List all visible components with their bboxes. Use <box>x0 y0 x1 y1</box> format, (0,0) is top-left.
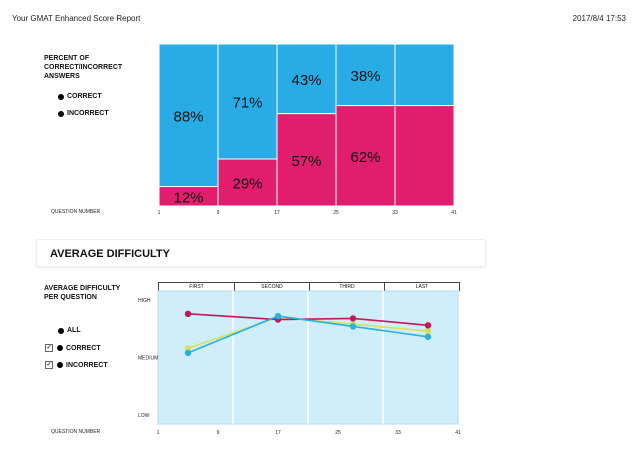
legend-dot-icon <box>58 327 64 334</box>
data-label-correct-0: 88% <box>173 108 203 125</box>
legend-line-correct-label: CORRECT <box>66 344 101 352</box>
legend-all[interactable]: ALL <box>58 327 81 334</box>
series-point-correct-1 <box>274 312 282 320</box>
difficulty-label: AVERAGE DIFFICULTY PER QUESTION <box>44 284 120 302</box>
difficulty-label-line-1: AVERAGE DIFFICULTY <box>44 285 121 292</box>
legend-incorrect[interactable]: INCORRECT <box>58 110 109 117</box>
bar-incorrect-1 <box>217 158 278 207</box>
line-y-tick-2: LOW <box>138 413 150 419</box>
checkbox-correct[interactable]: ✓ <box>45 344 53 352</box>
bar-incorrect-2 <box>276 113 337 207</box>
series-point-correct-0 <box>184 349 192 357</box>
line-y-tick-0: HIGH <box>138 298 151 304</box>
line-x-tick-2: 17 <box>275 430 281 436</box>
legend-incorrect-label: INCORRECT <box>67 110 109 117</box>
series-point-correct-3 <box>424 333 432 340</box>
data-label-incorrect-2: 57% <box>291 153 321 170</box>
legend-correct-label: CORRECT <box>67 93 102 100</box>
bar-incorrect-3 <box>335 105 396 207</box>
bar-correct-0 <box>158 43 219 188</box>
bar-x-tick-2: 17 <box>274 210 280 216</box>
report-title: Your GMAT Enhanced Score Report <box>12 14 141 23</box>
legend-correct[interactable]: CORRECT <box>58 93 102 100</box>
line-x-tick-0: 1 <box>157 430 160 436</box>
checkbox-incorrect[interactable]: ✓ <box>45 361 53 369</box>
section-header-average-difficulty: AVERAGE DIFFICULTY <box>36 239 486 267</box>
legend-all-label: ALL <box>67 327 81 334</box>
percent-bar-chart: 88% 12% 71% 29% 43% 57% 38% 62% 1 9 17 25 33 41 <box>158 43 457 216</box>
bar-correct-3 <box>335 43 396 107</box>
legend-dot-icon <box>58 110 64 117</box>
period-tab-last: LAST <box>384 282 460 291</box>
data-label-correct-3: 38% <box>350 68 380 85</box>
difficulty-label-line-2: PER QUESTION <box>44 294 97 301</box>
bar-x-tick-0: 1 <box>158 210 161 216</box>
data-label-incorrect-0: 12% <box>173 189 203 206</box>
series-point-all-2 <box>349 315 357 322</box>
line-x-tick-4: 33 <box>395 430 401 436</box>
line-x-tick-3: 25 <box>335 430 341 436</box>
bar-x-tick-1: 9 <box>217 210 220 216</box>
data-label-incorrect-3: 62% <box>350 149 380 166</box>
bar-x-tick-3: 25 <box>333 210 339 216</box>
bar-x-tick-4: 33 <box>392 210 398 216</box>
line-chart-marks: HIGH MEDIUM LOW 1 9 17 25 33 41 <box>138 290 461 436</box>
legend-dot-icon <box>57 362 63 368</box>
legend-line-correct[interactable]: ✓ CORRECT <box>45 344 101 352</box>
line-x-tick-5: 41 <box>455 430 461 436</box>
legend-line-incorrect-label: INCORRECT <box>66 361 108 369</box>
line-x-tick-1: 9 <box>217 430 220 436</box>
series-line-correct <box>187 315 429 354</box>
series-point-correct-2 <box>349 323 357 330</box>
legend-dot-icon <box>57 345 63 351</box>
data-label-correct-2: 43% <box>291 72 321 89</box>
bar-incorrect-4 <box>394 105 455 207</box>
section-heading: AVERAGE DIFFICULTY <box>50 248 170 260</box>
percent-label-line-1: PERCENT OF <box>44 55 90 62</box>
percent-label-line-3: ANSWERS <box>44 73 80 80</box>
data-label-correct-1: 71% <box>232 95 262 112</box>
report-datetime: 2017/8/4 17:53 <box>572 14 626 23</box>
percent-label-line-2: CORRECT/INCORRECT <box>44 64 123 71</box>
bar-x-tick-5: 41 <box>451 210 457 216</box>
series-point-incorrect-0 <box>184 345 192 352</box>
series-point-all-3 <box>424 322 432 329</box>
bar-chart-marks: 88% 12% 71% 29% 43% 57% 38% 62% 1 9 17 25 33 41 <box>158 43 457 216</box>
legend-dot-icon <box>58 93 64 100</box>
data-label-incorrect-1: 29% <box>232 176 262 193</box>
bar-correct-1 <box>217 43 278 160</box>
legend-line-incorrect[interactable]: ✓ INCORRECT <box>45 361 108 369</box>
line-xaxis-label: QUESTION NUMBER <box>51 429 101 435</box>
series-point-incorrect-3 <box>424 327 432 335</box>
series-point-all-0 <box>184 310 192 317</box>
line-y-tick-1: MEDIUM <box>138 356 158 362</box>
percent-label: PERCENT OF CORRECT/INCORRECT ANSWERS <box>44 54 122 81</box>
bar-xaxis-label: QUESTION NUMBER <box>51 209 101 215</box>
series-line-all <box>187 313 429 327</box>
